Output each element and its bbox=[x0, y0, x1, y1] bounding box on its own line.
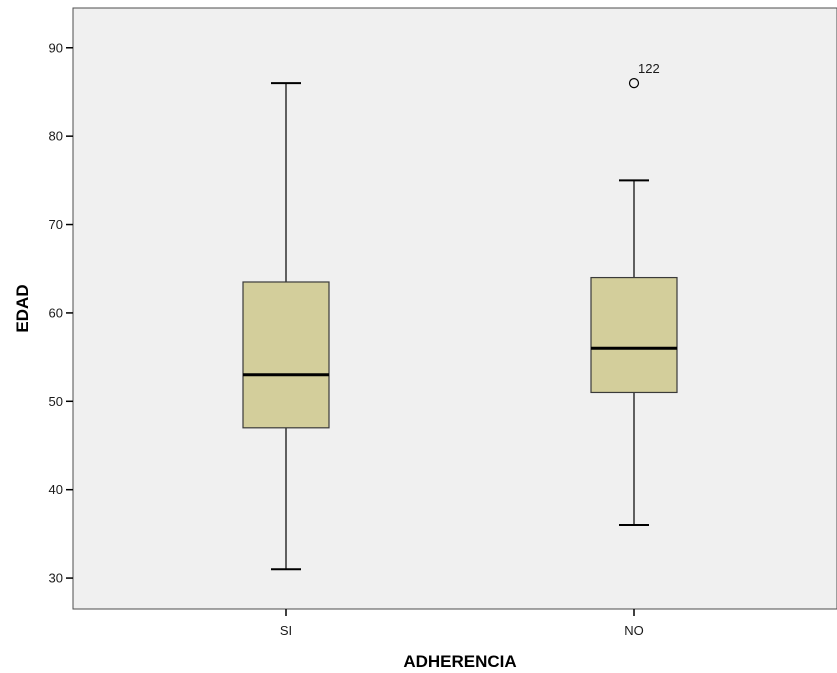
outlier-point bbox=[628, 78, 640, 89]
box-si bbox=[242, 82, 330, 571]
box-no: 122 bbox=[590, 61, 678, 527]
x-axis-title: ADHERENCIA bbox=[403, 652, 516, 671]
outlier-label: 122 bbox=[638, 61, 660, 76]
y-tick-label: 50 bbox=[49, 394, 63, 409]
y-tick-label: 70 bbox=[49, 217, 63, 232]
y-axis: 30 40 50 60 70 80 90 bbox=[49, 40, 73, 586]
x-tick-label: SI bbox=[280, 623, 292, 638]
x-tick-label: NO bbox=[624, 623, 644, 638]
y-tick-label: 90 bbox=[49, 40, 63, 55]
y-tick-label: 60 bbox=[49, 305, 63, 320]
iqr-box bbox=[242, 281, 330, 429]
y-tick-label: 80 bbox=[49, 129, 63, 144]
plot-area bbox=[72, 7, 837, 610]
y-axis-title: EDAD bbox=[13, 284, 32, 332]
y-tick-label: 30 bbox=[49, 571, 63, 586]
y-tick-label: 40 bbox=[49, 482, 63, 497]
iqr-box bbox=[590, 276, 678, 394]
x-axis: SI NO bbox=[280, 609, 644, 638]
boxes: 122 bbox=[242, 61, 678, 571]
